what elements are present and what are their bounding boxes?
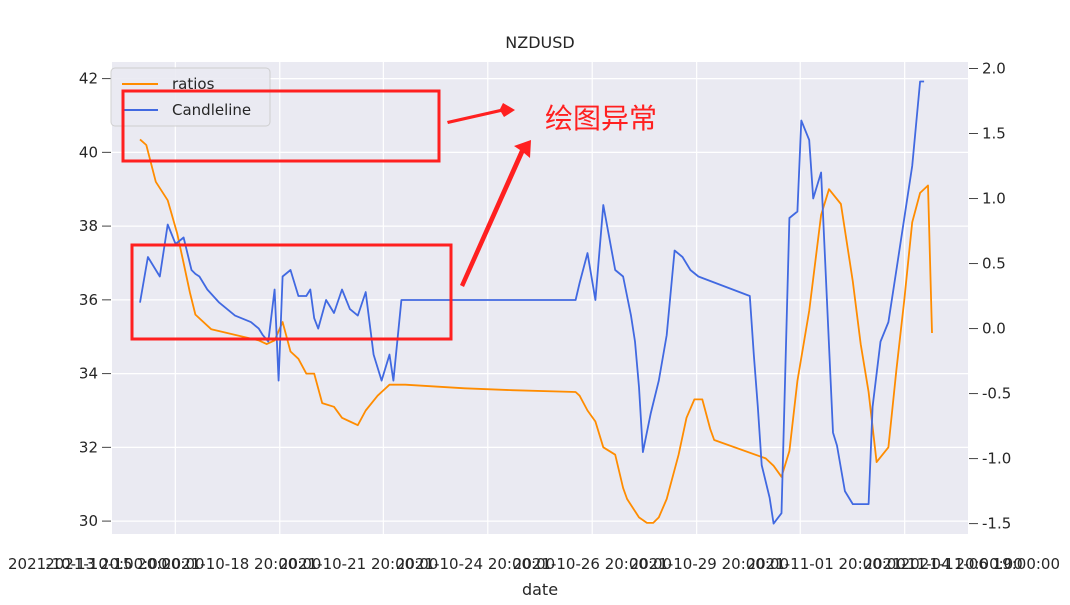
x-tick-label: 2021-11-01 20:00:00 xyxy=(747,555,906,573)
left-y-tick-label: 30 xyxy=(79,512,98,530)
annotation-arrow-top xyxy=(447,103,515,124)
right-y-tick-label: 0.0 xyxy=(982,320,1006,338)
x-tick-label: 2021-10-18 20:00:00 xyxy=(162,555,321,573)
x-tick-label: 2021-10-21 20:00:00 xyxy=(279,555,438,573)
x-axis-label: date xyxy=(522,580,558,599)
left-y-tick-label: 42 xyxy=(79,70,98,88)
annotation-arrow-bottom xyxy=(460,140,531,287)
right-y-axis: -1.5 -1.0 -0.5 0.0 0.5 1.0 1.5 2.0 xyxy=(969,60,1011,533)
series-line-ratios xyxy=(139,138,933,524)
annotation-box-top xyxy=(121,89,441,163)
left-y-tick-label: 34 xyxy=(79,365,98,383)
series-line-candleline xyxy=(139,80,925,525)
right-y-tick-label: 2.0 xyxy=(982,60,1006,78)
legend-box xyxy=(110,67,271,127)
right-y-tick-label: 1.5 xyxy=(982,125,1006,143)
right-y-tick-label: -1.0 xyxy=(982,450,1011,468)
right-y-tick-label: 0.5 xyxy=(982,255,1006,273)
x-tick-label: 2021-10-15 20:00:00 xyxy=(45,555,204,573)
plot-area xyxy=(112,62,968,534)
left-y-axis: 30 32 34 36 38 40 42 xyxy=(79,70,111,530)
right-y-tick-label: 1.0 xyxy=(982,190,1006,208)
x-tick-label: 2021-10-24 20:00:00 xyxy=(396,555,555,573)
legend: ratios Candleline xyxy=(110,67,271,127)
annotation-text: 绘图异常 xyxy=(545,102,657,135)
left-y-tick-label: 38 xyxy=(79,217,98,235)
annotations: 绘图异常 xyxy=(121,89,657,341)
right-y-tick-label: -1.5 xyxy=(982,515,1011,533)
legend-label: Candleline xyxy=(172,101,251,119)
x-tick-label: 2021-11-04 20:00:00 xyxy=(863,555,1022,573)
left-y-tick-label: 36 xyxy=(79,291,98,309)
x-tick-label: 2021-11-06 19:00:00 xyxy=(901,555,1060,573)
left-y-tick-label: 40 xyxy=(79,143,98,161)
left-y-tick-label: 32 xyxy=(79,438,98,456)
annotation-box-bottom xyxy=(130,243,453,341)
x-tick-label: 2021-10-13 20:00:00 xyxy=(8,555,167,573)
legend-label: ratios xyxy=(172,75,215,93)
right-y-tick-label: -0.5 xyxy=(982,385,1011,403)
x-tick-label: 2021-10-29 20:00:00 xyxy=(630,555,789,573)
series-lines xyxy=(139,80,933,525)
x-tick-label: 2021-10-26 20:00:00 xyxy=(513,555,672,573)
chart-title: NZDUSD xyxy=(505,33,574,52)
